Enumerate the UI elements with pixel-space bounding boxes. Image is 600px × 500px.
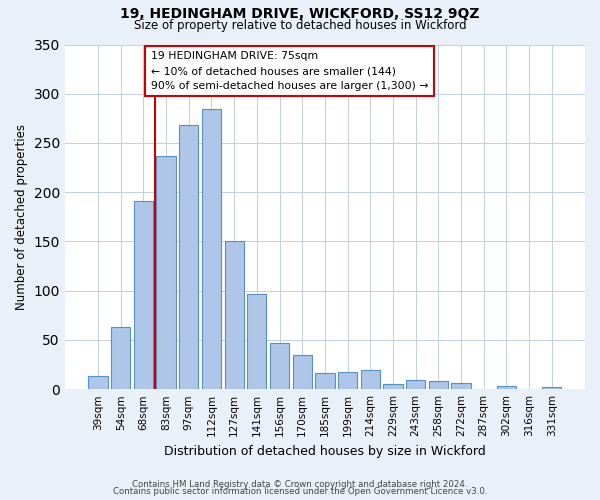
Bar (338, 372, 357, 389)
Bar (247, 294, 266, 389)
Text: 19, HEDINGHAM DRIVE, WICKFORD, SS12 9QZ: 19, HEDINGHAM DRIVE, WICKFORD, SS12 9QZ (120, 8, 480, 22)
Bar (451, 384, 470, 389)
Bar (428, 382, 448, 389)
Bar (224, 242, 244, 389)
Bar (88, 376, 108, 389)
Bar (542, 387, 562, 389)
Bar (157, 156, 176, 389)
Bar (361, 370, 380, 389)
Bar (406, 380, 425, 389)
Bar (202, 108, 221, 389)
Bar (315, 374, 335, 389)
Bar (111, 327, 130, 389)
Y-axis label: Number of detached properties: Number of detached properties (15, 124, 28, 310)
X-axis label: Distribution of detached houses by size in Wickford: Distribution of detached houses by size … (164, 444, 486, 458)
Bar (383, 384, 403, 389)
Bar (497, 386, 516, 389)
Text: Size of property relative to detached houses in Wickford: Size of property relative to detached ho… (134, 18, 466, 32)
Text: Contains HM Land Registry data © Crown copyright and database right 2024.: Contains HM Land Registry data © Crown c… (132, 480, 468, 489)
Text: 19 HEDINGHAM DRIVE: 75sqm
← 10% of detached houses are smaller (144)
90% of semi: 19 HEDINGHAM DRIVE: 75sqm ← 10% of detac… (151, 52, 428, 91)
Bar (293, 354, 312, 389)
Bar (134, 201, 153, 389)
Bar (270, 343, 289, 389)
Text: Contains public sector information licensed under the Open Government Licence v3: Contains public sector information licen… (113, 488, 487, 496)
Bar (179, 126, 199, 389)
